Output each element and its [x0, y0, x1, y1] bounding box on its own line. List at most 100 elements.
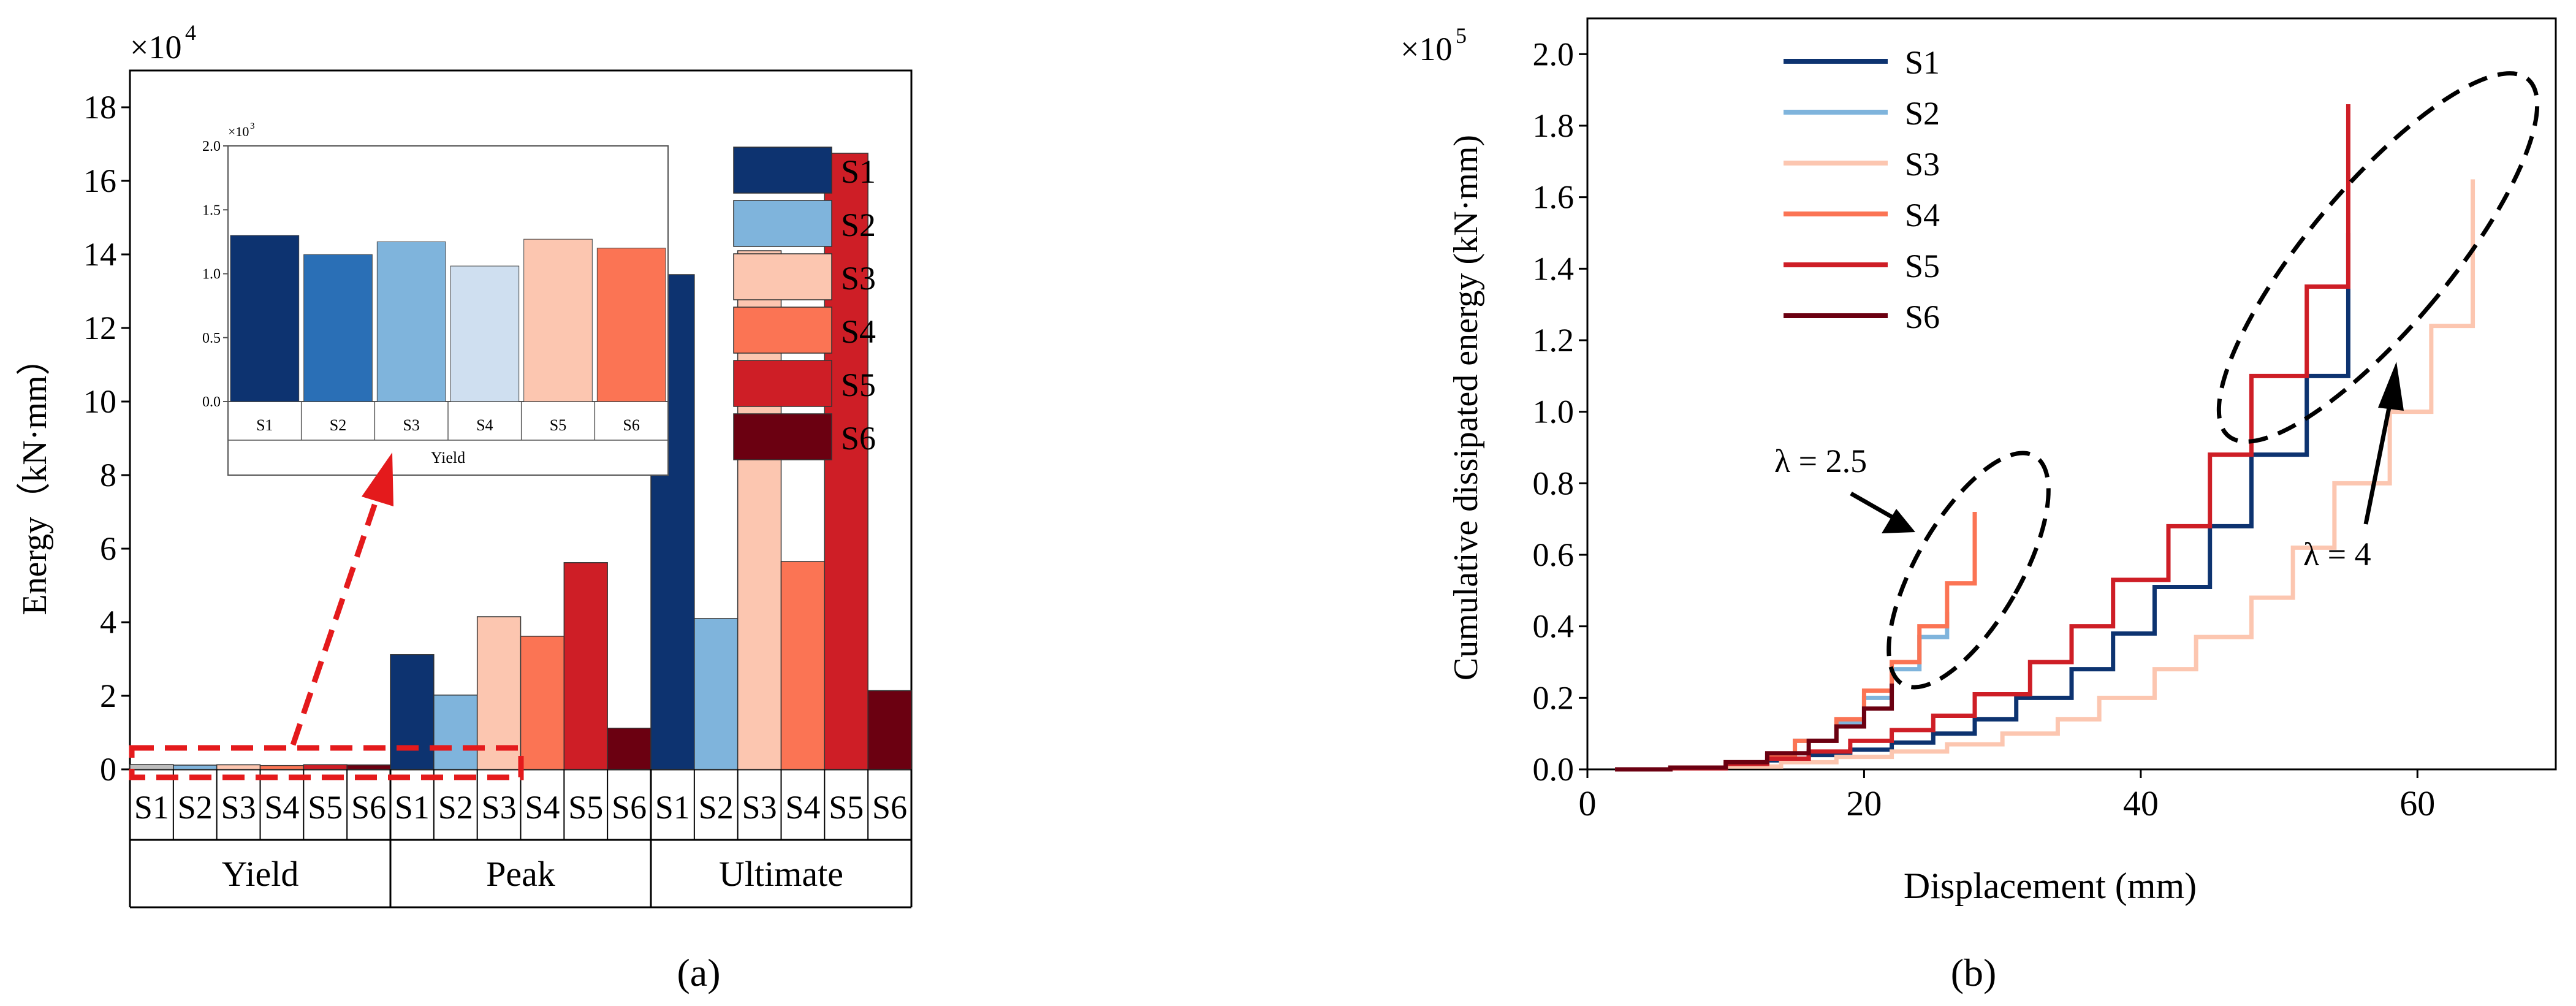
y-tick-label: 1.8	[1533, 107, 1575, 144]
y-tick-label: 6	[100, 530, 116, 567]
panel-a-inset: ×10 3 0.0 0.5 1.0 1.5 2.0 S1 S2 S3 S4 S5 S6 Yield	[202, 121, 669, 476]
y-tick-label: 1.4	[1533, 250, 1575, 287]
legend-swatch-s4	[733, 307, 832, 354]
inset-category-label: S6	[623, 416, 639, 434]
panel-b-series-lines	[1615, 104, 2475, 772]
y-tick-label: 1.6	[1533, 179, 1575, 216]
inset-category-label: S5	[550, 416, 566, 434]
legend-label-s1: S1	[1905, 44, 1940, 81]
bar-peak-s4	[520, 636, 565, 770]
panel-b-y-axis-label: Cumulative dissipated energy (kN·mm)	[1447, 135, 1485, 680]
y-tick-label: 0	[100, 751, 116, 788]
inset-category-label: S4	[476, 416, 493, 434]
panel-b-line-chart: 0.0 0.2 0.4 0.6 0.8 1.0 1.2 1.4 1.6 1.8 2.0 0 20 40 6…	[1400, 17, 2557, 994]
bar-ultimate-s4	[780, 561, 826, 770]
x-tick-label: 0	[1579, 783, 1597, 823]
y-tick-label: 8	[100, 457, 116, 493]
category-label: S6	[351, 789, 386, 826]
y-tick-label: 12	[83, 310, 116, 346]
ellipse-lambda-4	[2216, 71, 2540, 444]
series-line-s5	[1615, 104, 2350, 772]
inset-category-label: S3	[403, 416, 419, 434]
y-tick-label: 16	[83, 162, 116, 199]
group-label-peak: Peak	[486, 854, 555, 894]
annotation-lambda-2-5: λ = 2.5	[1774, 443, 1867, 479]
legend-label-s5: S5	[841, 367, 876, 403]
category-label: S2	[699, 789, 734, 826]
category-label: S5	[308, 789, 343, 826]
y-tick-label: 2	[100, 677, 116, 714]
category-label: S4	[525, 789, 560, 826]
highlight-arrow-line	[290, 497, 380, 746]
panel-b-legend: S1 S2 S3 S4 S5 S6	[1784, 44, 1940, 335]
legend-label-s5: S5	[1905, 248, 1940, 284]
x-tick-label: 20	[1846, 783, 1882, 823]
bar-peak-s6	[607, 728, 652, 770]
arrow-lambda-2-5-line	[1850, 491, 1895, 520]
x-tick-label: 40	[2123, 783, 2159, 823]
category-label: S3	[742, 789, 777, 826]
inset-y-tick-label: 2.0	[202, 139, 221, 154]
series-line-s3	[1615, 179, 2475, 772]
inset-bar-s2	[303, 254, 373, 402]
y-tick-label: 0.6	[1533, 536, 1575, 573]
highlight-arrow-head	[362, 452, 393, 506]
inset-y-tick-label: 1.5	[202, 202, 221, 218]
legend-label-s2: S2	[1905, 95, 1940, 132]
inset-scale-exponent: 3	[250, 121, 255, 131]
ellipse-lambda-2-5	[1886, 451, 2051, 690]
bar-yield-s3	[216, 764, 261, 770]
bar-yield-s6	[346, 764, 391, 770]
legend-label-s4: S4	[1905, 197, 1940, 234]
y-tick-label: 2.0	[1533, 36, 1575, 72]
inset-bar-s4	[450, 265, 520, 402]
arrow-lambda-4-head	[2378, 362, 2404, 411]
panel-a-scale-exponent: 4	[185, 20, 196, 45]
category-label: S1	[655, 789, 690, 826]
yield-highlight-box	[129, 745, 524, 780]
inset-bar-s6	[596, 248, 666, 402]
panel-a-legend: S1 S2 S3 S4 S5 S6	[733, 147, 876, 460]
bar-yield-s2	[173, 764, 218, 770]
inset-y-tick-label: 1.0	[202, 267, 221, 283]
category-label: S2	[178, 789, 213, 826]
legend-swatch-s1	[733, 147, 832, 194]
inset-scale-label: ×10	[228, 124, 249, 139]
legend-label-s6: S6	[1905, 299, 1940, 335]
y-tick-label: 18	[83, 89, 116, 126]
inset-bar-s5	[523, 238, 593, 402]
panel-a-y-axis: 0 2 4 6 8 10 12 14 16 18	[83, 89, 130, 788]
arrow-lambda-4-line	[2363, 401, 2393, 525]
category-label: S1	[134, 789, 169, 826]
bar-yield-s1	[129, 764, 174, 770]
x-tick-label: 60	[2399, 783, 2435, 823]
inset-bar-s3	[376, 241, 446, 402]
panel-a-label: (a)	[677, 951, 720, 994]
inset-category-label: S2	[330, 416, 346, 434]
panel-b-label: (b)	[1951, 951, 1997, 994]
bar-peak-s5	[563, 562, 608, 770]
group-label-yield: Yield	[222, 854, 299, 894]
inset-bar-s1	[230, 235, 300, 402]
panel-b-y-axis: 0.0 0.2 0.4 0.6 0.8 1.0 1.2 1.4 1.6 1.8 2.0	[1533, 36, 1587, 788]
arrow-lambda-2-5-head	[1882, 509, 1915, 533]
legend-label-s1: S1	[841, 153, 876, 190]
panel-b-scale-label: ×10	[1400, 31, 1452, 67]
bar-yield-s5	[303, 764, 348, 770]
panel-b-frame	[1586, 17, 2557, 771]
y-tick-label: 4	[100, 604, 116, 641]
y-tick-label: 14	[83, 236, 116, 273]
panel-b-scale-exponent: 5	[1456, 23, 1467, 48]
y-tick-label: 10	[83, 383, 116, 420]
y-tick-label: 1.2	[1533, 322, 1575, 359]
legend-swatch-s5	[733, 360, 832, 407]
series-line-s6	[1615, 684, 1894, 772]
panel-a-yield-highlight	[129, 452, 524, 780]
category-label: S3	[482, 789, 517, 826]
category-label: S4	[264, 789, 299, 826]
panel-a-y-axis-label: Energy（kN·mm）	[16, 341, 54, 615]
group-label-ultimate: Ultimate	[719, 854, 843, 894]
bar-ultimate-s2	[694, 618, 739, 770]
legend-label-s3: S3	[841, 260, 876, 297]
